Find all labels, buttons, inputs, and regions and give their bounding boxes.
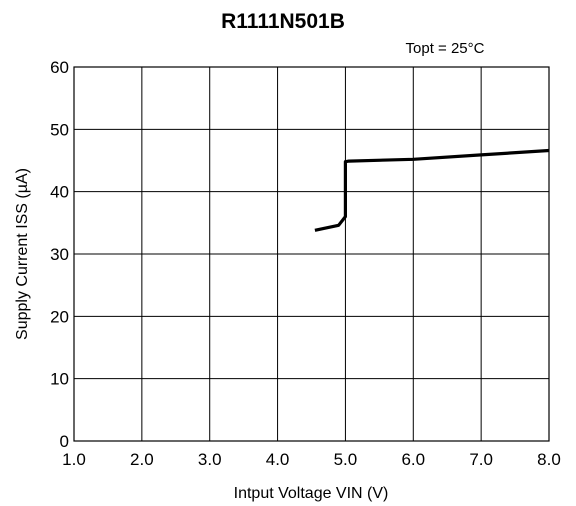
y-tick-label: 50	[50, 120, 69, 139]
series-line-0	[314, 148, 550, 232]
y-tick-label: 60	[50, 58, 69, 77]
x-tick-label: 4.0	[266, 450, 290, 469]
x-tick-label: 6.0	[401, 450, 425, 469]
x-tick-labels: 1.0 2.0 3.0 4.0 5.0 6.0 7.0 8.0	[62, 450, 561, 469]
plot-frame	[73, 66, 550, 442]
y-axis-title: Supply Current ISS (µA)	[14, 168, 31, 340]
y-tick-label: 30	[50, 245, 69, 264]
y-tick-labels: 0 10 20 30 40 50 60	[50, 58, 69, 451]
x-tick-label: 5.0	[334, 450, 358, 469]
y-tick-label: 20	[50, 307, 69, 326]
x-tick-label: 8.0	[537, 450, 561, 469]
x-tick-label: 7.0	[469, 450, 493, 469]
x-tick-label: 3.0	[198, 450, 222, 469]
y-tick-label: 10	[50, 370, 69, 389]
y-tick-label: 40	[50, 183, 69, 202]
x-tick-label: 1.0	[62, 450, 86, 469]
y-tick-label: 0	[60, 432, 69, 451]
grid	[74, 67, 549, 441]
x-tick-label: 2.0	[130, 450, 154, 469]
series-group	[314, 148, 550, 232]
x-axis-title: Intput Voltage VIN (V)	[234, 485, 389, 502]
temperature-annotation: Topt = 25°C	[406, 40, 485, 57]
chart-title: R1111N501B	[221, 10, 345, 33]
